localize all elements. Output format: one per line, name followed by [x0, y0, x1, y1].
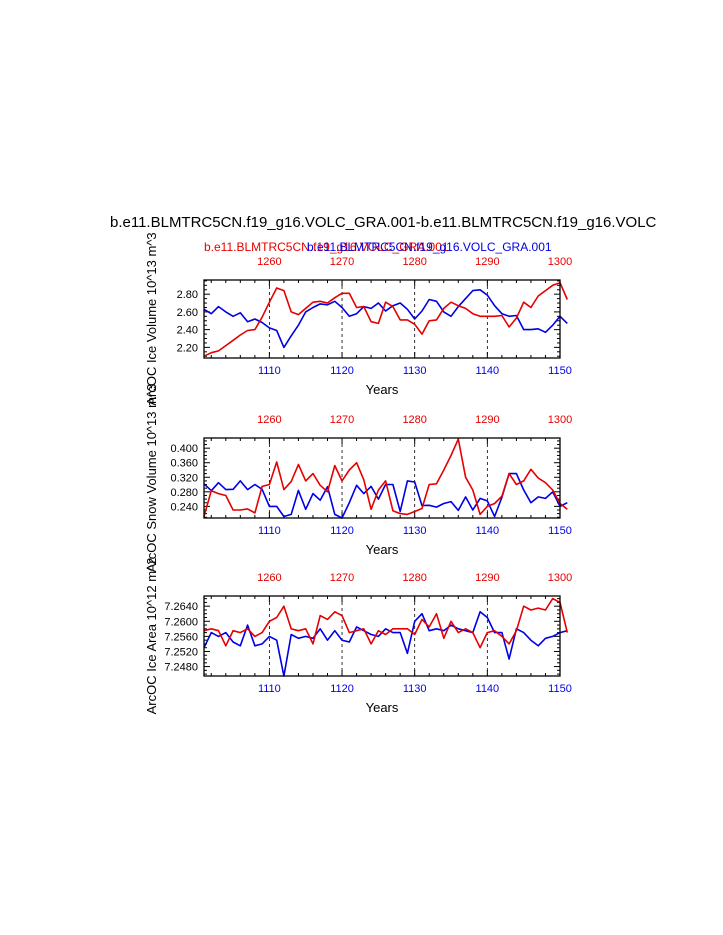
chart1-x-bottom-tick-label: 1110	[258, 365, 281, 377]
chart3-plot-frame	[203, 595, 561, 677]
chart3-x-bottom-tick-label: 1110	[258, 683, 281, 695]
chart3-y-tick-label: 7.2480	[164, 662, 198, 674]
chart2-x-bottom-tick-label: 1150	[548, 525, 572, 537]
chart2-x-top-tick-label: 1290	[475, 414, 499, 426]
subtitle-left: b.e11.BLMTRC5CN.f19_g16.VOLC_GRA.001	[204, 240, 449, 254]
chart2-plot-frame	[203, 437, 561, 519]
chart1-y-tick-label: 2.40	[177, 325, 198, 337]
chart3-x-top-tick-label: 1280	[402, 572, 426, 584]
chart1-x-top-tick-label: 1270	[330, 256, 354, 268]
chart3-y-tick-label: 7.2600	[164, 616, 198, 628]
chart1-x-top-tick-label: 1260	[257, 256, 281, 268]
chart3-series-red-line	[203, 597, 569, 649]
chart2-x-axis-label: Years	[366, 542, 399, 557]
chart1-y-tick-label: 2.60	[177, 307, 198, 319]
chart2-y-tick-label: 0.400	[170, 443, 198, 455]
chart2-y-axis-label: ArcOC Snow Volume 10^13 m^3	[144, 384, 159, 573]
page-title: b.e11.BLMTRC5CN.f19_g16.VOLC_GRA.001-b.e…	[110, 214, 657, 231]
chart3-series-blue-line	[203, 610, 568, 677]
chart2-x-bottom-tick-label: 1120	[330, 525, 354, 537]
chart2-x-bottom-tick-label: 1140	[476, 525, 500, 537]
chart1-series-red-line	[203, 281, 569, 357]
chart2-series-red-line	[203, 438, 568, 517]
chart1-y-axis-label: ArcOC Ice Volume 10^13 m^3	[144, 232, 159, 405]
chart3-y-axis-label: ArcOC Ice Area 10^12 m^2	[144, 558, 159, 715]
chart3-x-axis-label: Years	[366, 700, 399, 715]
chart3-x-top-tick-label: 1260	[257, 572, 281, 584]
chart2-x-bottom-tick-label: 1130	[403, 525, 427, 537]
chart1-x-bottom-tick-label: 1130	[403, 365, 427, 377]
chart1-x-top-tick-label: 1300	[548, 256, 572, 268]
chart3-x-top-tick-label: 1270	[330, 572, 354, 584]
chart3-y-tick-label: 7.2640	[164, 601, 198, 613]
chart2-y-tick-label: 0.360	[170, 458, 198, 470]
chart1-x-top-tick-label: 1280	[402, 256, 426, 268]
chart3-y-tick-label: 7.2520	[164, 646, 198, 658]
subtitle-right: b.e11.BLMTRC5CN.f19_g16.VOLC_GRA.001	[307, 240, 552, 254]
chart2-y-tick-label: 0.240	[170, 501, 198, 513]
chart1-x-bottom-tick-label: 1150	[548, 365, 572, 377]
chart3-x-top-tick-label: 1300	[548, 572, 572, 584]
chart2-x-top-tick-label: 1280	[402, 414, 426, 426]
chart1-series-blue-line	[203, 288, 568, 349]
chart1-x-bottom-tick-label: 1120	[330, 365, 354, 377]
chart2-x-top-tick-label: 1260	[257, 414, 281, 426]
chart2-x-bottom-tick-label: 1110	[258, 525, 281, 537]
chart1-x-bottom-tick-label: 1140	[476, 365, 500, 377]
chart3-y-tick-label: 7.2560	[164, 631, 198, 643]
chart3-x-bottom-tick-label: 1120	[330, 683, 354, 695]
chart2-y-tick-label: 0.280	[170, 487, 198, 499]
chart1-x-top-tick-label: 1290	[475, 256, 499, 268]
chart1-plot-frame	[203, 279, 561, 359]
chart3-x-top-tick-label: 1290	[475, 572, 499, 584]
chart3-x-bottom-tick-label: 1150	[548, 683, 572, 695]
chart1-x-axis-label: Years	[366, 382, 399, 397]
chart3-x-bottom-tick-label: 1140	[476, 683, 500, 695]
chart2-x-top-tick-label: 1270	[330, 414, 354, 426]
chart1-y-tick-label: 2.20	[177, 342, 198, 354]
chart3-x-bottom-tick-label: 1130	[403, 683, 427, 695]
chart2-y-tick-label: 0.320	[170, 472, 198, 484]
chart1-y-tick-label: 2.80	[177, 289, 198, 301]
chart2-x-top-tick-label: 1300	[548, 414, 572, 426]
